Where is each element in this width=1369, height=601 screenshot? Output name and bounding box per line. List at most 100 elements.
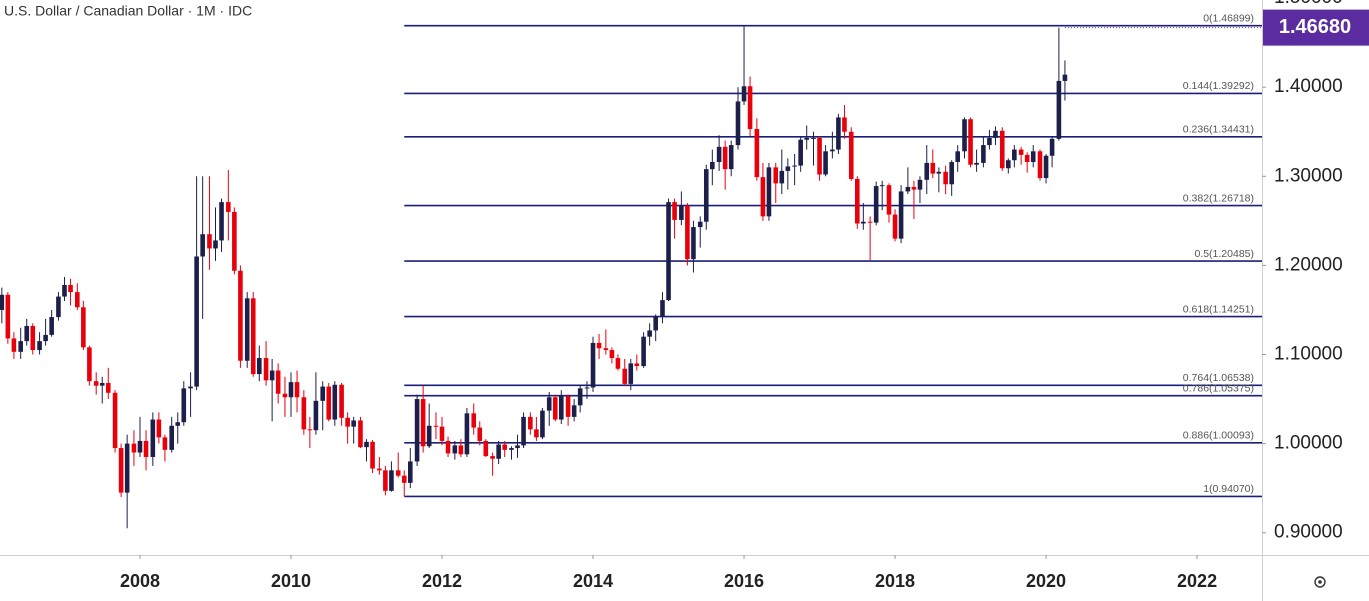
candle-body — [207, 234, 212, 249]
candle-body — [666, 202, 671, 301]
candle-body — [879, 185, 885, 187]
candle-body — [924, 162, 930, 180]
candle-body — [917, 179, 923, 190]
fib-level-label: 0.382(1.26718) — [1183, 192, 1254, 204]
candle-body — [244, 298, 250, 361]
candle-body — [1056, 80, 1062, 139]
x-tick-label: 2014 — [573, 571, 613, 591]
fib-level-label: 0.236(1.34431) — [1183, 124, 1254, 136]
candle-body — [1049, 138, 1055, 156]
settings-icon-center — [1318, 580, 1322, 584]
x-tick-label: 2008 — [120, 571, 160, 591]
candle-body — [817, 137, 822, 175]
candle-body — [905, 186, 911, 192]
candle-body — [999, 130, 1005, 169]
fib-level-label: 0(1.46899) — [1203, 12, 1254, 24]
candle-body — [320, 386, 326, 401]
candle-body — [596, 342, 602, 349]
candle-body — [351, 420, 356, 427]
candle-body — [974, 162, 979, 165]
candle-body — [647, 330, 652, 337]
candle-body — [194, 256, 199, 387]
x-tick-label: 2010 — [271, 571, 311, 591]
candle-body — [426, 425, 432, 447]
candle-body — [275, 370, 281, 394]
plot-area: 0(1.46899) 0.144(1.39292) 0.236(1.34431) 0.… — [0, 12, 1262, 529]
candle-body — [93, 381, 99, 386]
candle-body — [609, 350, 615, 359]
candle-body — [747, 86, 753, 130]
candle-body — [118, 448, 124, 493]
candle-body — [414, 399, 420, 462]
candle-body — [24, 325, 30, 342]
candle-body — [395, 470, 401, 476]
candle-body — [288, 382, 294, 398]
candle-body — [339, 384, 344, 418]
candle-body — [660, 300, 665, 317]
candle-body — [785, 166, 791, 171]
candle-body — [911, 186, 917, 190]
candle-body — [930, 162, 936, 174]
fib-level-label: 0.618(1.14251) — [1183, 303, 1254, 315]
candle-body — [1062, 74, 1068, 81]
candle-body — [68, 284, 73, 293]
candle-body — [534, 429, 539, 438]
candle-body — [75, 292, 80, 308]
candle-body — [653, 316, 658, 331]
x-tick-label: 2016 — [724, 571, 764, 591]
candle-body — [628, 363, 634, 384]
candle-body — [710, 162, 715, 170]
candle-body — [898, 191, 904, 239]
candle-body — [131, 443, 137, 453]
candle-body — [854, 178, 860, 224]
settings-icon[interactable] — [1314, 576, 1326, 588]
candle-body — [294, 382, 300, 398]
candle-body — [0, 294, 5, 310]
y-tick-label: 0.90000 — [1274, 522, 1343, 543]
candle-body — [811, 137, 816, 139]
chart-title: U.S. Dollar / Canadian Dollar · 1M · IDC — [4, 3, 252, 19]
candle-body — [483, 440, 489, 457]
candle-body — [741, 86, 747, 102]
candle-body — [464, 413, 470, 455]
candle-body — [552, 397, 558, 420]
candle-body — [99, 383, 105, 386]
candle-body — [200, 234, 205, 257]
candle-body — [672, 202, 677, 220]
fib-level-label: 0.144(1.39292) — [1183, 80, 1254, 92]
fib-level-label: 0.786(1.05375) — [1183, 382, 1254, 394]
candle-body — [515, 445, 520, 449]
candle-body — [848, 131, 854, 179]
candle-body — [1037, 151, 1043, 179]
candle-body — [603, 348, 609, 351]
candle-body — [433, 425, 439, 427]
candle-body — [1043, 155, 1049, 179]
candle-body — [124, 443, 130, 493]
candle-body — [502, 444, 507, 450]
candle-body — [779, 170, 785, 184]
candle-body — [685, 205, 690, 260]
candle-body — [968, 119, 973, 165]
candle-body — [615, 358, 621, 369]
candle-body — [156, 419, 162, 438]
settings-icon-ring — [1314, 576, 1326, 588]
candle-body — [641, 336, 646, 367]
fib-level-label: 0.764(1.06538) — [1183, 372, 1254, 384]
candle-body — [188, 386, 193, 389]
candle-body — [326, 386, 332, 420]
candle-body — [458, 445, 464, 455]
candle-body — [679, 205, 684, 220]
candle-body — [439, 426, 445, 441]
candle-body — [496, 444, 501, 459]
candle-body — [81, 307, 86, 348]
candle-body — [389, 470, 394, 491]
candle-body — [773, 167, 779, 184]
candle-body — [383, 470, 388, 491]
candle-body — [105, 383, 111, 393]
candle-body — [358, 420, 363, 448]
candle-body — [634, 363, 640, 367]
candle-body — [792, 165, 797, 167]
candle-body — [760, 177, 766, 217]
candle-body — [175, 422, 181, 426]
